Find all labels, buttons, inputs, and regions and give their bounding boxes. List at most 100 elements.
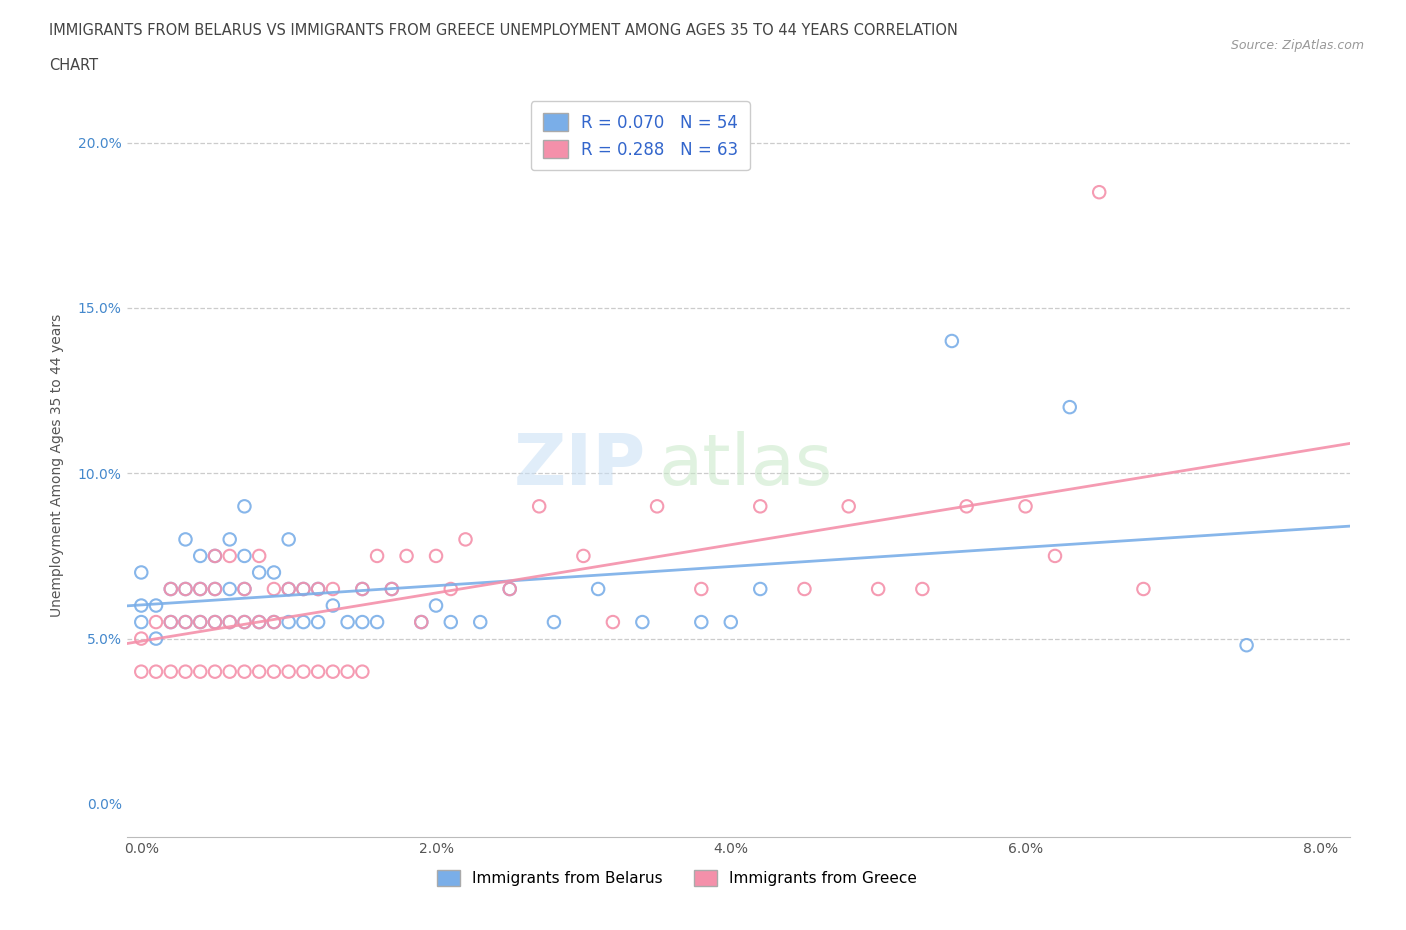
Point [352, 664, 374, 679]
Point [129, 615, 152, 630]
Point [188, 549, 211, 564]
Point [247, 615, 270, 630]
Point [381, 581, 404, 596]
Point [233, 581, 256, 596]
Point [749, 498, 772, 513]
Point [793, 581, 815, 596]
Point [1014, 498, 1036, 513]
Point [499, 581, 522, 596]
Point [159, 615, 181, 630]
Text: CHART: CHART [49, 58, 98, 73]
Point [218, 549, 240, 564]
Point [204, 549, 226, 564]
Point [586, 581, 609, 596]
Point [336, 664, 359, 679]
Point [247, 664, 270, 679]
Point [322, 581, 344, 596]
Point [690, 615, 713, 630]
Point [204, 581, 226, 596]
Point [159, 664, 181, 679]
Point [366, 549, 388, 564]
Point [145, 631, 167, 646]
Point [292, 615, 315, 630]
Point [352, 581, 374, 596]
Point [440, 581, 463, 596]
Point [263, 565, 285, 580]
Point [233, 615, 256, 630]
Point [1088, 185, 1111, 200]
Point [277, 664, 299, 679]
Legend: Immigrants from Belarus, Immigrants from Greece: Immigrants from Belarus, Immigrants from… [432, 864, 922, 893]
Point [129, 565, 152, 580]
Point [188, 664, 211, 679]
Point [292, 581, 315, 596]
Point [174, 532, 197, 547]
Point [440, 615, 463, 630]
Point [425, 549, 447, 564]
Point [499, 581, 522, 596]
Point [307, 581, 329, 596]
Point [690, 581, 713, 596]
Point [868, 581, 890, 596]
Point [218, 664, 240, 679]
Point [631, 615, 654, 630]
Point [145, 598, 167, 613]
Point [1236, 638, 1258, 653]
Point [204, 615, 226, 630]
Point [188, 581, 211, 596]
Point [543, 615, 565, 630]
Point [174, 615, 197, 630]
Point [352, 615, 374, 630]
Point [277, 615, 299, 630]
Point [381, 581, 404, 596]
Point [159, 581, 181, 596]
Point [145, 664, 167, 679]
Point [277, 532, 299, 547]
Point [307, 664, 329, 679]
Point [233, 549, 256, 564]
Point [233, 581, 256, 596]
Point [411, 615, 433, 630]
Point [218, 581, 240, 596]
Point [247, 549, 270, 564]
Text: Source: ZipAtlas.com: Source: ZipAtlas.com [1230, 39, 1364, 52]
Point [174, 581, 197, 596]
Point [233, 615, 256, 630]
Point [955, 498, 977, 513]
Point [188, 615, 211, 630]
Point [218, 532, 240, 547]
Text: ZIP: ZIP [515, 431, 647, 499]
Point [277, 581, 299, 596]
Point [425, 598, 447, 613]
Point [247, 615, 270, 630]
Point [292, 581, 315, 596]
Point [292, 664, 315, 679]
Point [307, 581, 329, 596]
Point [247, 565, 270, 580]
Point [129, 598, 152, 613]
Point [263, 581, 285, 596]
Point [454, 532, 477, 547]
Y-axis label: Unemployment Among Ages 35 to 44 years: Unemployment Among Ages 35 to 44 years [51, 313, 63, 617]
Point [395, 549, 418, 564]
Point [336, 615, 359, 630]
Point [470, 615, 492, 630]
Point [188, 615, 211, 630]
Point [602, 615, 624, 630]
Point [366, 615, 388, 630]
Text: IMMIGRANTS FROM BELARUS VS IMMIGRANTS FROM GREECE UNEMPLOYMENT AMONG AGES 35 TO : IMMIGRANTS FROM BELARUS VS IMMIGRANTS FR… [49, 23, 957, 38]
Point [749, 581, 772, 596]
Point [145, 615, 167, 630]
Point [411, 615, 433, 630]
Point [263, 615, 285, 630]
Point [204, 549, 226, 564]
Point [174, 664, 197, 679]
Point [645, 498, 668, 513]
Point [159, 581, 181, 596]
Point [188, 581, 211, 596]
Point [911, 581, 934, 596]
Point [941, 334, 963, 349]
Point [572, 549, 595, 564]
Point [233, 498, 256, 513]
Point [322, 598, 344, 613]
